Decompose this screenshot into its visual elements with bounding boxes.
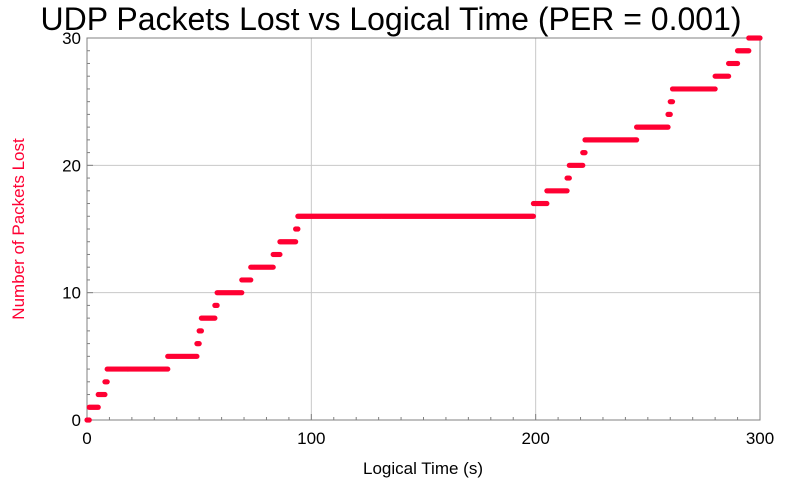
x-tick-label: 0 xyxy=(82,429,91,448)
tick-labels: 0 100 200 300 0 10 20 30 xyxy=(62,29,774,448)
data-point xyxy=(214,302,220,308)
data-point xyxy=(544,200,550,207)
data-point xyxy=(530,213,537,219)
data-point xyxy=(270,264,276,270)
data-point xyxy=(295,226,301,232)
data-point xyxy=(665,124,671,130)
y-tick-label: 0 xyxy=(72,411,81,430)
data-point xyxy=(712,86,718,92)
data-point xyxy=(248,277,254,283)
minor-ticks xyxy=(86,37,761,421)
data-point xyxy=(198,328,205,334)
x-tick-label: 200 xyxy=(521,429,549,448)
y-axis-label: Number of Packets Lost xyxy=(9,138,28,320)
data-point xyxy=(239,290,245,296)
data-point xyxy=(95,404,101,410)
data-point xyxy=(580,162,586,168)
data-series xyxy=(84,35,763,423)
data-point xyxy=(725,73,732,79)
data-point xyxy=(757,35,763,41)
data-point xyxy=(746,48,752,54)
data-point xyxy=(86,417,92,423)
x-axis-label: Logical Time (s) xyxy=(363,459,483,478)
data-point xyxy=(734,60,741,67)
data-point xyxy=(212,315,218,321)
data-point xyxy=(194,353,200,359)
plot-frame xyxy=(86,37,761,421)
grid xyxy=(87,38,760,420)
data-point xyxy=(566,175,572,181)
y-tick-label: 20 xyxy=(62,156,81,175)
data-point xyxy=(102,391,108,398)
chart-title: UDP Packets Lost vs Logical Time (PER = … xyxy=(40,1,741,37)
data-point xyxy=(634,137,640,143)
data-point xyxy=(104,379,110,385)
y-tick-label: 10 xyxy=(62,284,81,303)
data-point xyxy=(196,341,202,347)
data-point xyxy=(669,99,676,105)
data-point xyxy=(564,188,570,194)
x-tick-label: 300 xyxy=(746,429,774,448)
data-point xyxy=(277,251,283,258)
data-point xyxy=(293,239,299,245)
x-tick-label: 100 xyxy=(297,429,325,448)
data-point xyxy=(667,111,673,117)
data-point xyxy=(582,150,588,156)
data-point xyxy=(165,366,171,372)
y-tick-label: 30 xyxy=(62,29,81,48)
